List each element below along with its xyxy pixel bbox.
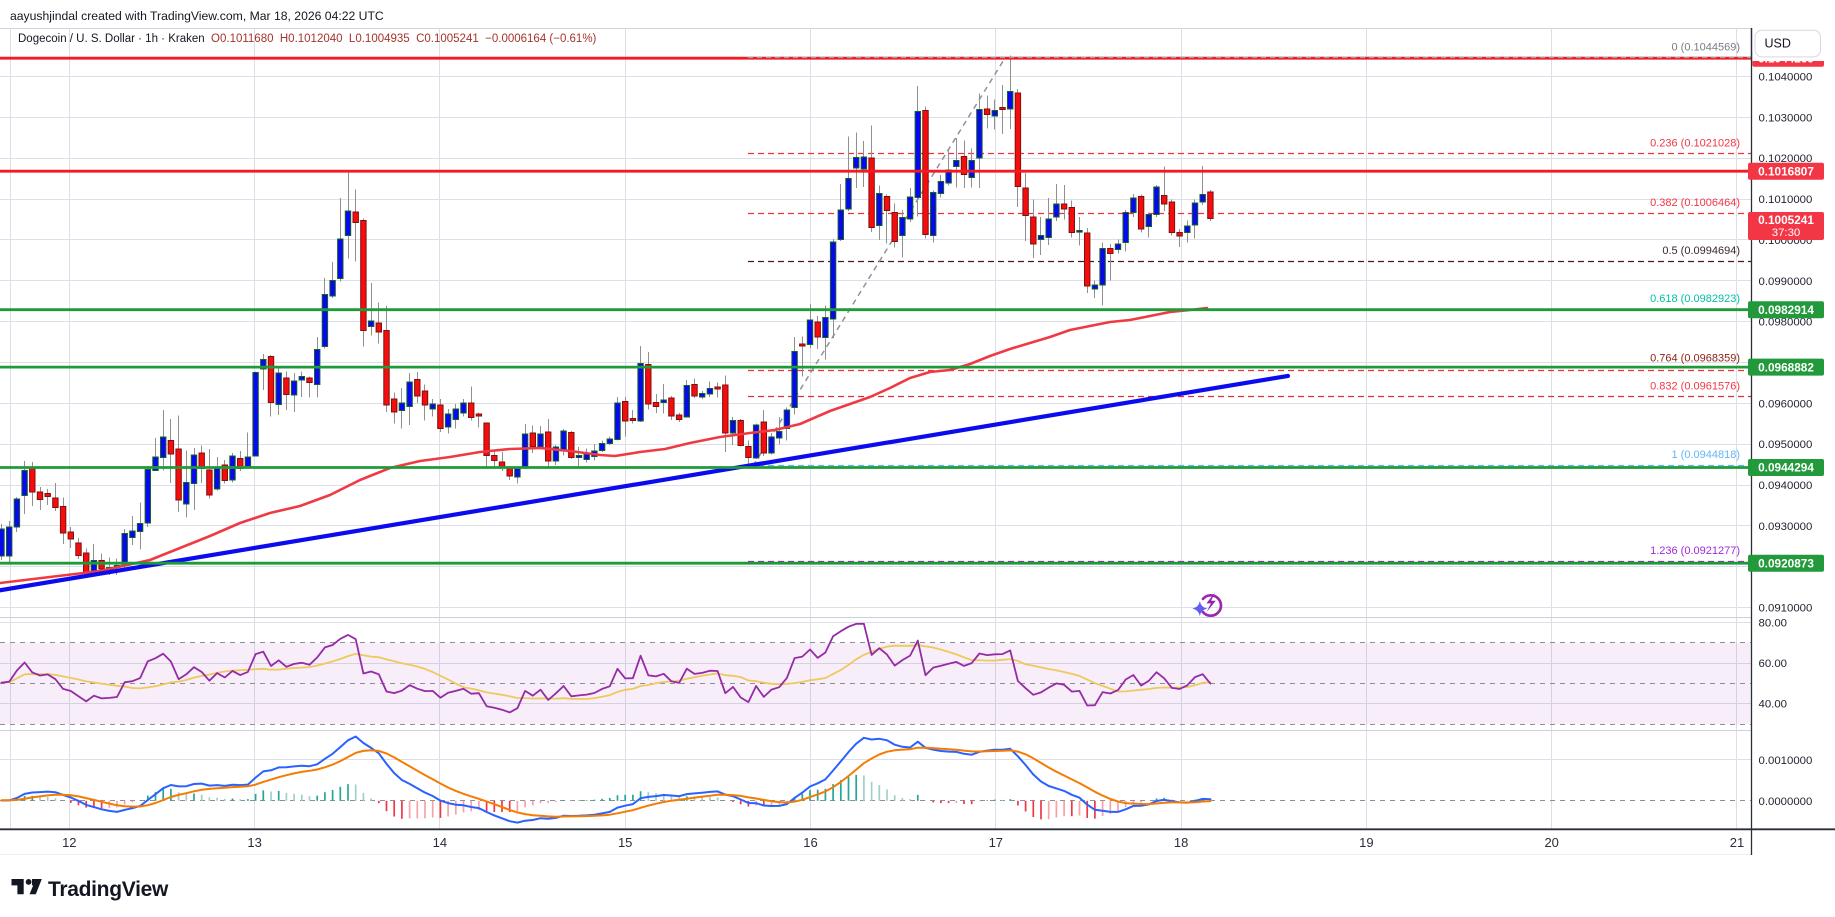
svg-text:20: 20: [1544, 835, 1558, 850]
svg-text:37:30: 37:30: [1772, 227, 1801, 239]
svg-text:60.00: 60.00: [1759, 658, 1788, 670]
svg-text:0 (0.1044569): 0 (0.1044569): [1672, 41, 1741, 53]
svg-text:0.0982914: 0.0982914: [1758, 303, 1814, 317]
svg-text:40.00: 40.00: [1759, 699, 1788, 711]
svg-text:18: 18: [1174, 835, 1188, 850]
svg-text:13: 13: [247, 835, 261, 850]
svg-text:0.0910000: 0.0910000: [1759, 603, 1813, 615]
svg-text:0.236 (0.1021028): 0.236 (0.1021028): [1650, 138, 1740, 150]
svg-text:0.5 (0.0994694): 0.5 (0.0994694): [1662, 245, 1740, 257]
svg-text:16: 16: [803, 835, 817, 850]
svg-text:0.1016807: 0.1016807: [1758, 164, 1814, 178]
svg-text:0.0968882: 0.0968882: [1758, 360, 1814, 374]
svg-text:15: 15: [618, 835, 632, 850]
svg-text:21: 21: [1730, 835, 1744, 850]
svg-text:0.1010000: 0.1010000: [1759, 194, 1813, 206]
svg-text:0.0960000: 0.0960000: [1759, 398, 1813, 410]
svg-text:17: 17: [989, 835, 1003, 850]
svg-text:0.1005241: 0.1005241: [1758, 213, 1814, 227]
svg-text:14: 14: [433, 835, 447, 850]
svg-text:1.236 (0.0921277): 1.236 (0.0921277): [1650, 545, 1740, 557]
svg-text:0.1030000: 0.1030000: [1759, 112, 1813, 124]
svg-text:0.832 (0.0961576): 0.832 (0.0961576): [1650, 380, 1740, 392]
svg-text:0.618 (0.0982923): 0.618 (0.0982923): [1650, 293, 1740, 305]
svg-text:0.1040000: 0.1040000: [1759, 72, 1813, 84]
svg-text:80.00: 80.00: [1759, 617, 1788, 629]
svg-text:0.0940000: 0.0940000: [1759, 480, 1813, 492]
svg-text:0.382 (0.1006464): 0.382 (0.1006464): [1650, 197, 1740, 209]
svg-text:0.0950000: 0.0950000: [1759, 439, 1813, 451]
svg-text:0.0944294: 0.0944294: [1758, 461, 1814, 475]
svg-text:0.0930000: 0.0930000: [1759, 521, 1813, 533]
svg-text:0.0920873: 0.0920873: [1758, 556, 1814, 570]
svg-text:0.1020000: 0.1020000: [1759, 153, 1813, 165]
svg-text:USD: USD: [1765, 37, 1791, 51]
svg-text:0.0980000: 0.0980000: [1759, 317, 1813, 329]
svg-text:0.764 (0.0968359): 0.764 (0.0968359): [1650, 353, 1740, 365]
svg-text:0.0010000: 0.0010000: [1759, 755, 1813, 767]
svg-text:12: 12: [62, 835, 76, 850]
svg-text:19: 19: [1359, 835, 1373, 850]
svg-text:0.0990000: 0.0990000: [1759, 276, 1813, 288]
svg-text:0.0000000: 0.0000000: [1759, 796, 1813, 808]
svg-text:1 (0.0944818): 1 (0.0944818): [1672, 449, 1741, 461]
